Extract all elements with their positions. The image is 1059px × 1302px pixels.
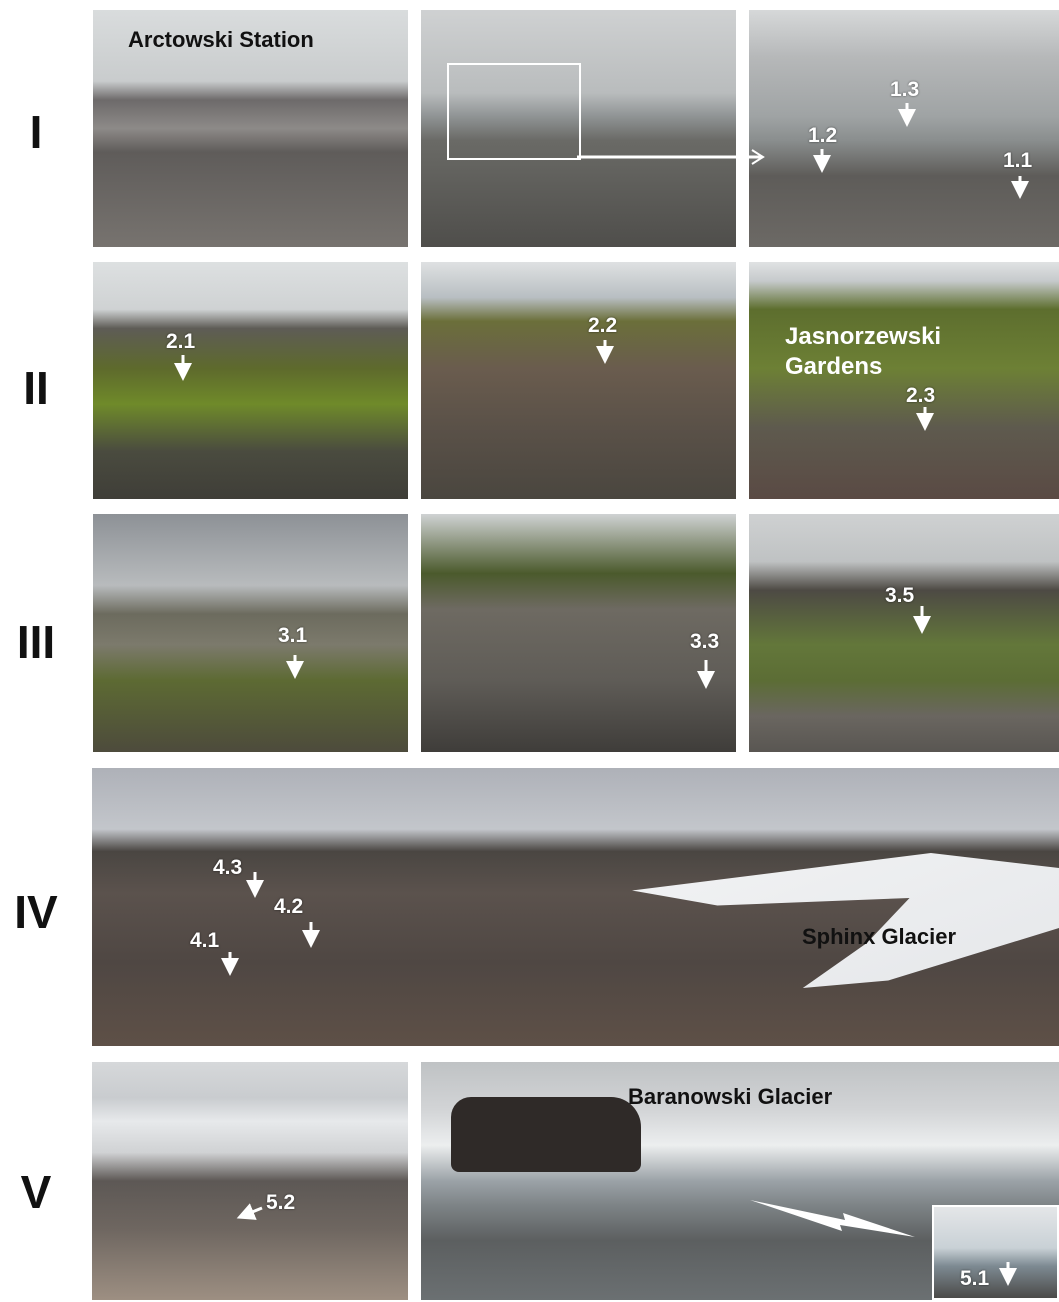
rock-outcrop — [451, 1097, 641, 1172]
row-label: II — [23, 362, 49, 414]
caption: Sphinx Glacier — [802, 924, 957, 949]
caption: Baranowski Glacier — [628, 1084, 833, 1109]
site-marker: 5.1 — [960, 1267, 990, 1290]
photo — [92, 1062, 408, 1300]
photo — [93, 514, 408, 752]
zoom-arrow — [577, 149, 765, 165]
site-marker: 3.5 — [885, 584, 915, 607]
inset-photo — [932, 1205, 1059, 1300]
photo — [93, 10, 408, 247]
site-marker: 1.3 — [890, 78, 920, 101]
site-marker: 2.2 — [588, 314, 618, 337]
inset-arrow — [750, 1200, 915, 1237]
site-marker: 4.2 — [274, 895, 304, 918]
caption: Arctowski Station — [128, 27, 314, 52]
row-label: I — [29, 106, 43, 158]
zoom-box — [447, 63, 581, 160]
photo — [421, 10, 736, 247]
site-marker: 3.3 — [690, 630, 720, 653]
photo — [421, 262, 736, 499]
site-marker: 3.1 — [278, 624, 308, 647]
site-marker: 4.3 — [213, 856, 243, 879]
row-label: IV — [14, 886, 58, 938]
photo — [749, 262, 1059, 499]
site-marker: 5.2 — [266, 1191, 296, 1214]
photo — [93, 262, 408, 499]
photo — [92, 768, 1059, 1046]
caption: Jasnorzewski Gardens — [785, 323, 942, 380]
site-marker: 2.3 — [906, 384, 936, 407]
photo — [421, 514, 736, 752]
snow — [632, 853, 1059, 988]
photo — [749, 514, 1059, 752]
site-marker: 4.1 — [190, 929, 220, 952]
photo — [749, 10, 1059, 247]
site-marker: 2.1 — [166, 330, 196, 353]
row-label: III — [16, 616, 56, 668]
site-marker: 1.2 — [808, 124, 838, 147]
site-marker: 1.1 — [1003, 149, 1033, 172]
row-label: V — [20, 1166, 52, 1218]
